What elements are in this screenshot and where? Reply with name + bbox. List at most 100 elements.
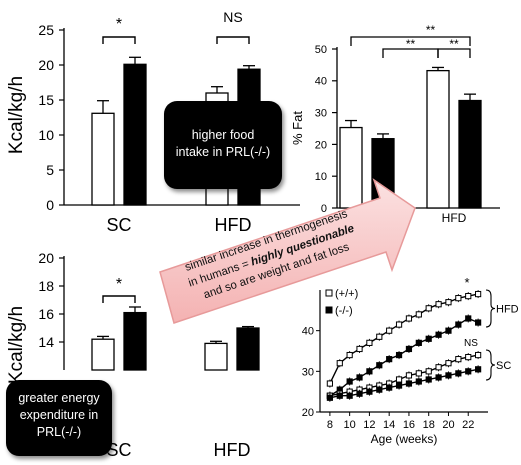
data-point: [415, 378, 422, 385]
data-point: [386, 327, 393, 334]
series-line: [329, 293, 479, 384]
callout-energy-line-3: PRL(-/-): [36, 425, 82, 439]
bar: [91, 338, 115, 371]
category-label: HFD: [442, 211, 467, 225]
x-tick-label: 20: [442, 419, 454, 431]
y-axis-label: Kcal/kg/h: [6, 306, 27, 384]
legend-marker: [325, 289, 333, 297]
bar: [91, 112, 115, 206]
x-tick-label: 14: [383, 419, 395, 431]
data-point: [445, 327, 452, 334]
data-point: [475, 351, 482, 359]
data-point: [356, 345, 363, 353]
data-point: [405, 380, 413, 387]
data-point: [445, 372, 452, 379]
data-point: [455, 356, 462, 363]
data-point: [366, 368, 373, 375]
y-tick-label: 30: [302, 366, 314, 378]
y-tick-label: 40: [315, 76, 327, 88]
data-point: [435, 374, 442, 381]
y-tick-label: 25: [38, 22, 54, 38]
y-tick-label: 10: [38, 127, 54, 143]
y-tick-label: 20: [315, 139, 327, 151]
significance-label: NS: [464, 338, 478, 349]
x-tick-label: 8: [327, 419, 333, 431]
data-point: [376, 333, 383, 340]
hfd-brace: [485, 289, 496, 328]
significance-bracket: [102, 36, 136, 44]
y-axis-label: Kcal/kg/h: [6, 76, 27, 154]
data-point: [425, 376, 432, 383]
data-point: [346, 392, 353, 399]
data-point: [435, 301, 442, 308]
bar: [339, 126, 363, 209]
data-point: [465, 293, 472, 300]
data-point: [336, 360, 343, 367]
callout-energy-expenditure: greater energy expenditure in PRL(-/-): [6, 380, 112, 456]
chart-body-weight: 20 30 40 8 10 12 14 16 18 20 22 Age (weeks) (+/+) (-/…: [302, 275, 519, 446]
data-point: [445, 299, 452, 306]
sc-brace: [485, 349, 496, 381]
y-tick-label: 40: [302, 326, 314, 338]
bar: [458, 99, 482, 209]
series-line: [329, 354, 479, 397]
y-tick-label: 16: [38, 306, 54, 322]
category-label: SC: [106, 440, 131, 460]
category-label: HFD: [214, 440, 251, 460]
data-point: [435, 331, 442, 338]
data-point: [395, 351, 403, 359]
chart-percent-fat: 0 10 20 30 40 50 % Fat HFD ** ** **: [290, 23, 500, 225]
callout-energy-line-1: greater energy: [18, 391, 100, 405]
significance-label: **: [449, 37, 459, 51]
data-point: [425, 305, 432, 312]
data-point: [356, 374, 363, 381]
series-line: [329, 368, 479, 399]
data-point: [425, 368, 432, 375]
legend-label: (-/-): [335, 305, 353, 317]
callout-food-intake-line-2: intake in PRL(-/-): [175, 145, 271, 159]
data-point: [405, 345, 413, 353]
x-tick-label: 16: [403, 419, 415, 431]
significance-label: *: [464, 275, 469, 290]
significance-bracket: [437, 48, 471, 58]
data-point: [395, 376, 403, 383]
data-point: [395, 321, 403, 328]
bar: [123, 311, 147, 371]
callout-energy-line-2: expenditure in: [19, 408, 99, 422]
data-point: [336, 392, 343, 399]
significance-label: NS: [223, 9, 242, 25]
y-tick-label: 10: [315, 171, 327, 183]
data-point: [386, 356, 393, 363]
data-point: [405, 372, 413, 379]
data-point: [475, 290, 482, 298]
data-point: [376, 362, 383, 369]
significance-label: **: [406, 37, 416, 51]
series-line: [329, 317, 479, 397]
arrow-shape: [159, 178, 416, 324]
x-axis-label: Age (weeks): [371, 432, 438, 446]
data-point: [455, 370, 462, 377]
data-point: [465, 354, 472, 361]
bar: [123, 63, 147, 206]
data-point: [405, 315, 413, 322]
data-point: [415, 311, 422, 318]
data-point: [455, 295, 462, 302]
data-point: [465, 368, 472, 375]
data-point: [356, 390, 363, 397]
data-point: [386, 384, 393, 391]
x-tick-label: 22: [462, 419, 474, 431]
data-point: [376, 386, 383, 393]
group-label: SC: [496, 360, 511, 372]
data-point: [435, 364, 442, 371]
callout-food-intake: higher food intake in PRL(-/-): [164, 101, 282, 189]
data-point: [395, 382, 403, 389]
data-point: [326, 380, 333, 387]
y-axis-label: % Fat: [290, 111, 305, 145]
y-tick-label: 18: [38, 278, 54, 294]
x-tick-label: 12: [363, 419, 375, 431]
y-tick-label: 50: [315, 44, 327, 56]
y-tick-label: 30: [315, 107, 327, 119]
data-point: [455, 321, 462, 328]
data-point: [346, 378, 353, 385]
